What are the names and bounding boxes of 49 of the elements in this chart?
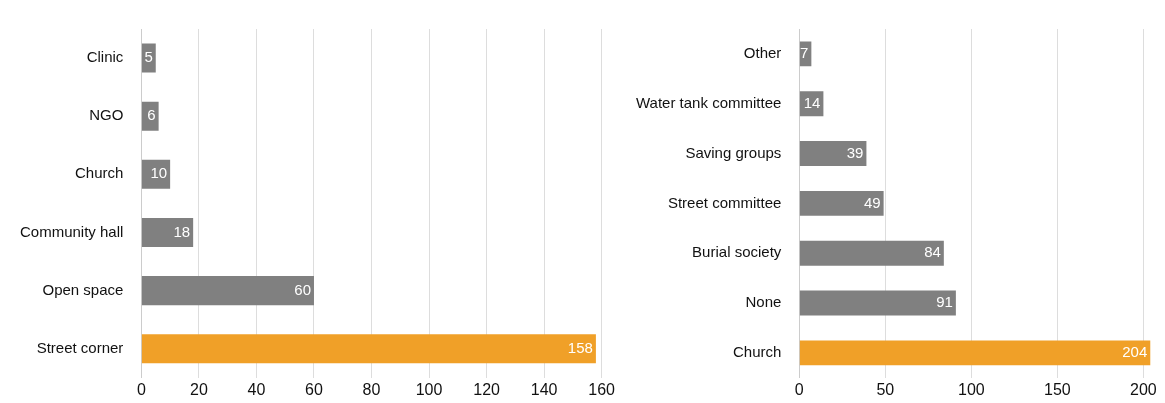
x-tick-label: 0: [136, 380, 146, 398]
bar: [799, 340, 1151, 366]
x-tick-label: 40: [247, 380, 266, 398]
data-label: 158: [567, 338, 593, 356]
bar: [799, 190, 884, 216]
data-label: 60: [294, 280, 311, 298]
x-tick-label: 200: [1130, 380, 1157, 398]
y-tick-label: Church: [732, 343, 782, 361]
data-label: 18: [173, 222, 191, 240]
x-tick-label: 50: [876, 380, 895, 398]
data-label: 6: [147, 106, 156, 124]
x-tick-label: 60: [305, 380, 323, 398]
bar: [799, 141, 867, 167]
data-label: 7: [800, 44, 809, 62]
y-tick-label: Burial society: [692, 243, 782, 261]
y-tick-label: Church: [75, 164, 124, 182]
x-tick-label: 20: [190, 380, 208, 398]
data-label: 39: [846, 143, 864, 161]
y-tick-label: Street corner: [36, 338, 124, 356]
bar: [141, 217, 194, 247]
x-tick-label: 100: [415, 380, 443, 398]
data-label: 49: [863, 193, 881, 211]
y-tick-label: Community hall: [19, 222, 124, 240]
x-tick-label: 80: [362, 380, 381, 398]
bar: [799, 290, 956, 316]
x-tick-label: 140: [530, 380, 558, 398]
data-label: 91: [936, 293, 953, 311]
data-label: 10: [150, 164, 168, 182]
y-tick-label: Saving groups: [685, 143, 782, 161]
y-tick-label: Other: [743, 44, 782, 62]
bar: [141, 101, 159, 131]
bar: [799, 240, 944, 266]
x-tick-label: 0: [794, 380, 804, 398]
data-label: 5: [144, 48, 153, 66]
x-tick-label: 160: [588, 380, 616, 398]
y-tick-label: NGO: [89, 106, 124, 124]
y-tick-label: Water tank committee: [635, 93, 782, 111]
y-tick-label: Open space: [42, 280, 124, 298]
data-label: 14: [803, 93, 821, 111]
x-tick-label: 150: [1044, 380, 1071, 398]
bar: [141, 334, 596, 364]
x-tick-label: 100: [958, 380, 985, 398]
y-tick-label: Clinic: [86, 48, 124, 66]
data-label: 84: [924, 243, 941, 261]
x-tick-label: 120: [473, 380, 501, 398]
y-tick-label: Street committee: [667, 193, 782, 211]
data-label: 204: [1122, 343, 1148, 361]
bar: [141, 276, 314, 306]
y-tick-label: None: [745, 293, 782, 311]
